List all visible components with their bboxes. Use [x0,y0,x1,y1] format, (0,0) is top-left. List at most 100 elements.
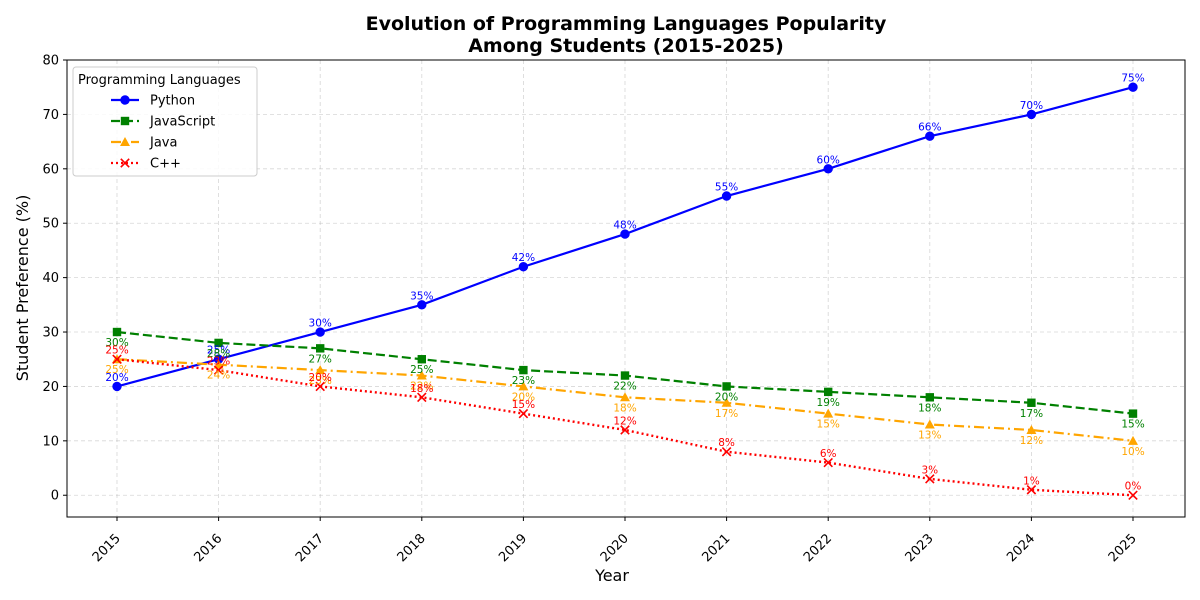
y-axis-ticks: 0 10 20 30 40 50 60 70 80 [42,54,67,504]
data-label-cpp: 1% [1023,475,1040,487]
data-label-cpp: 3% [921,464,938,476]
data-label-python: 70% [1020,100,1043,112]
point-java [620,392,630,402]
y-tick-label: 40 [42,271,59,286]
point-python [417,300,427,310]
legend-box [72,66,258,177]
legend-marker-java [120,137,130,146]
point-javascript [316,344,325,353]
point-java [721,397,732,407]
point-cpp-stroke [518,408,529,419]
data-label-java: 10% [1121,446,1144,458]
series-layer [112,82,1138,501]
point-python [518,262,529,272]
data-label-cpp: 0% [1125,481,1142,493]
series-javascript [112,327,1138,418]
point-python [925,131,935,141]
point-python [721,191,732,201]
point-java [924,419,935,429]
data-label-javascript: 17% [1020,408,1043,420]
point-cpp [823,457,833,468]
point-cpp-stroke [721,446,732,457]
point-javascript [417,355,426,364]
data-label-python: 25% [207,345,230,357]
point-cpp-stroke [417,392,427,403]
data-label-java: 15% [817,419,840,431]
point-python [112,381,122,392]
data-label-javascript: 30% [105,337,128,349]
plot-frame [66,59,1186,518]
data-label-python: 30% [309,318,332,330]
series-python [112,82,1138,392]
point-java [1026,424,1037,434]
data-label-java: 22% [410,381,433,393]
y-tick-label: 70 [42,108,59,123]
data-label-java: 13% [918,430,941,442]
data-label-cpp: 23% [207,356,230,368]
data-label-python: 42% [512,252,535,264]
chart-title-line-2: Among Students (2015-2025) [468,35,784,57]
legend-label-javascript: JavaScript [149,115,215,130]
point-python [315,327,325,337]
data-label-java: 23% [309,375,332,387]
point-cpp [1026,485,1037,495]
legend-title: Programming Languages [78,73,241,88]
data-label-python: 75% [1121,73,1144,85]
y-tick-label: 50 [42,217,59,232]
point-cpp [721,446,732,457]
legend-marker-python [120,95,130,105]
data-label-javascript: 15% [1121,419,1144,431]
point-python [1026,109,1037,120]
point-java [1128,435,1138,445]
y-tick-label: 60 [42,162,59,177]
legend-items: Python JavaScript Java C++ [111,94,215,172]
point-cpp-stroke [315,381,325,392]
data-label-python: 20% [105,372,128,384]
point-java [518,381,529,391]
legend-item-javascript: JavaScript [111,115,215,130]
y-tick-label: 0 [51,489,59,504]
point-cpp-stroke [213,365,224,375]
point-java [416,370,427,380]
point-java [315,365,326,375]
legend-item-cpp: C++ [111,157,181,172]
data-label-cpp: 25% [105,345,128,357]
y-tick-label: 10 [42,434,59,449]
legend-marker-cpp-stroke [120,158,130,168]
data-label-javascript: 22% [613,381,636,393]
point-cpp [315,381,325,392]
point-java [823,408,834,418]
data-label-java: 24% [207,370,230,382]
data-label-cpp: 12% [613,415,636,427]
data-label-javascript: 27% [309,353,332,365]
y-tick-label: 20 [42,380,59,395]
data-label-python: 35% [410,290,433,302]
data-label-cpp: 18% [410,383,433,395]
legend: Programming Languages Python JavaScript Ja… [72,66,258,177]
point-javascript [214,338,223,348]
data-label-cpp: 6% [820,448,837,460]
point-python [1128,82,1138,92]
y-axis-label: Student Preference (%) [13,195,32,382]
point-javascript [925,393,934,402]
y-tick-label: 80 [42,54,59,69]
legend-marker-javascript [120,116,130,126]
series-cpp [112,354,1138,501]
point-cpp-stroke [823,457,833,468]
point-python [620,229,630,239]
x-axis-label: Year [594,566,629,585]
data-label-cpp: 8% [718,437,735,449]
data-label-javascript: 18% [918,402,941,414]
point-cpp [213,365,224,375]
data-label-cpp: 20% [309,372,332,384]
point-cpp [1128,490,1138,501]
data-label-python: 48% [613,220,636,232]
data-label-python: 66% [918,122,941,134]
point-java [213,359,224,369]
point-cpp-stroke [620,425,630,435]
data-label-java: 25% [105,364,128,376]
point-cpp [925,474,935,484]
legend-item-java: Java [111,136,177,151]
point-cpp [620,425,630,435]
point-cpp [518,408,529,419]
